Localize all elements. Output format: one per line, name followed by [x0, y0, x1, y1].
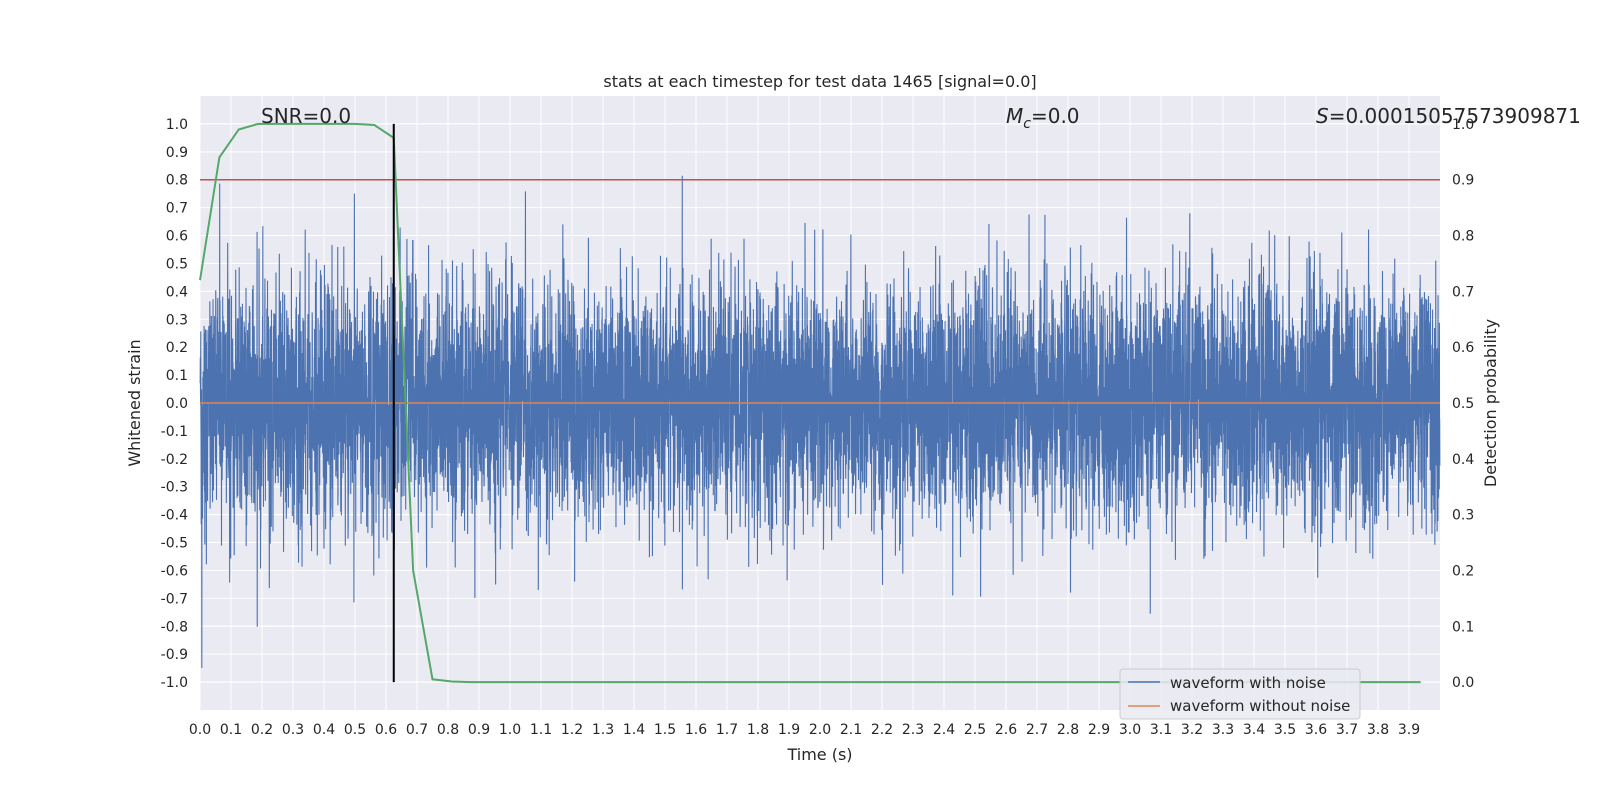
x-tick-label: 3.7: [1336, 722, 1358, 738]
x-tick-label: 3.1: [1150, 722, 1172, 738]
y-tick-label: 0.8: [166, 173, 188, 189]
x-tick-label: 0.0: [189, 722, 211, 738]
y-right-tick-label: 0.3: [1452, 508, 1474, 524]
s-symbol: S: [1316, 104, 1329, 128]
y-tick-label: -0.6: [161, 563, 188, 579]
y-tick-label: 0.5: [166, 256, 188, 272]
x-tick-label: 1.7: [716, 722, 738, 738]
y-tick-label: 0.9: [166, 145, 188, 161]
x-tick-label: 3.6: [1305, 722, 1327, 738]
x-tick-label: 3.5: [1274, 722, 1296, 738]
x-tick-label: 0.9: [468, 722, 490, 738]
x-tick-label: 1.1: [530, 722, 552, 738]
chart-title: stats at each timestep for test data 146…: [603, 72, 1036, 91]
x-tick-label: 0.5: [344, 722, 366, 738]
y-right-tick-label: 0.6: [1452, 340, 1474, 356]
tick-labels: 0.0 0.1 0.2 0.3 0.4 0.5 0.6 0.7 0.8 0.9 1.0 1.1 1.2 1…: [161, 117, 1475, 738]
x-tick-label: 3.0: [1119, 722, 1141, 738]
legend-label-noisy: waveform with noise: [1170, 674, 1326, 692]
y-tick-label: -0.9: [161, 647, 188, 663]
snr-annotation: SNR=0.0: [261, 104, 351, 128]
x-tick-label: 1.0: [499, 722, 521, 738]
chirp-mass-subscript: c: [1023, 116, 1031, 132]
x-tick-label: 3.8: [1367, 722, 1389, 738]
x-tick-label: 2.6: [995, 722, 1017, 738]
s-value: =0.00015057573909871: [1329, 104, 1581, 128]
y-axis-label: Whitened strain: [125, 339, 144, 466]
x-tick-label: 0.8: [437, 722, 459, 738]
y-tick-label: 1.0: [166, 117, 188, 133]
x-tick-label: 0.3: [282, 722, 304, 738]
y-right-tick-label: 0.1: [1452, 619, 1474, 635]
y-tick-label: -0.7: [161, 591, 188, 607]
y-tick-label: -0.2: [161, 452, 188, 468]
chirp-mass-annotation: Mc=0.0: [1006, 104, 1080, 132]
y-tick-label: -0.3: [161, 480, 188, 496]
x-tick-label: 3.2: [1181, 722, 1203, 738]
x-tick-label: 2.1: [840, 722, 862, 738]
y-right-tick-label: 0.7: [1452, 284, 1474, 300]
s-annotation: S=0.00015057573909871: [1316, 104, 1581, 128]
x-tick-label: 2.5: [964, 722, 986, 738]
x-tick-label: 1.4: [623, 722, 645, 738]
x-tick-label: 0.1: [220, 722, 242, 738]
x-tick-label: 3.4: [1243, 722, 1265, 738]
y-right-tick-label: 0.5: [1452, 396, 1474, 412]
x-tick-label: 3.9: [1398, 722, 1420, 738]
chirp-mass-symbol: M: [1006, 104, 1023, 128]
y-tick-label: 0.0: [166, 396, 188, 412]
y-tick-label: 0.7: [166, 201, 188, 217]
detection-probability-line: [199, 122, 1421, 684]
x-tick-label: 1.2: [561, 722, 583, 738]
y-tick-label: 0.1: [166, 368, 188, 384]
legend-label-clean: waveform without noise: [1170, 697, 1350, 715]
y-right-tick-label: 0.0: [1452, 675, 1474, 691]
y-tick-label: -0.5: [161, 536, 188, 552]
overlay-lines: [199, 122, 1440, 684]
x-axis-label: Time (s): [786, 745, 852, 764]
y-tick-label: -0.1: [161, 424, 188, 440]
y-tick-label: 0.4: [166, 284, 188, 300]
x-tick-label: 2.7: [1026, 722, 1048, 738]
y-tick-label: 0.2: [166, 340, 188, 356]
x-tick-label: 2.8: [1057, 722, 1079, 738]
y-right-tick-label: 0.4: [1452, 452, 1474, 468]
legend: waveform with noise waveform without noi…: [1119, 668, 1361, 720]
x-tick-label: 0.7: [406, 722, 428, 738]
x-tick-label: 1.6: [685, 722, 707, 738]
y-tick-label: 0.6: [166, 229, 188, 245]
x-tick-label: 1.8: [747, 722, 769, 738]
x-tick-label: 1.3: [592, 722, 614, 738]
y-right-tick-label: 0.8: [1452, 229, 1474, 245]
chirp-mass-value: =0.0: [1031, 104, 1080, 128]
waveform-with-noise-line: [199, 175, 1441, 669]
y-tick-label: -0.4: [161, 508, 188, 524]
x-tick-label: 2.3: [902, 722, 924, 738]
x-tick-label: 2.2: [871, 722, 893, 738]
x-tick-label: 3.3: [1212, 722, 1234, 738]
y-axis-right-label: Detection probability: [1481, 319, 1500, 487]
x-tick-label: 0.6: [375, 722, 397, 738]
x-tick-label: 1.5: [654, 722, 676, 738]
legend-box: [1119, 668, 1361, 720]
x-tick-label: 0.2: [251, 722, 273, 738]
y-right-tick-label: 1.0: [1452, 117, 1474, 133]
x-tick-label: 1.9: [778, 722, 800, 738]
x-tick-label: 2.9: [1088, 722, 1110, 738]
series-waveform-with-noise: [199, 175, 1441, 669]
y-tick-label: -1.0: [161, 675, 188, 691]
y-right-tick-label: 0.2: [1452, 563, 1474, 579]
x-tick-label: 0.4: [313, 722, 335, 738]
x-tick-label: 2.0: [809, 722, 831, 738]
x-tick-label: 2.4: [933, 722, 955, 738]
y-tick-label: 0.3: [166, 312, 188, 328]
y-tick-label: -0.8: [161, 619, 188, 635]
y-right-tick-label: 0.9: [1452, 173, 1474, 189]
